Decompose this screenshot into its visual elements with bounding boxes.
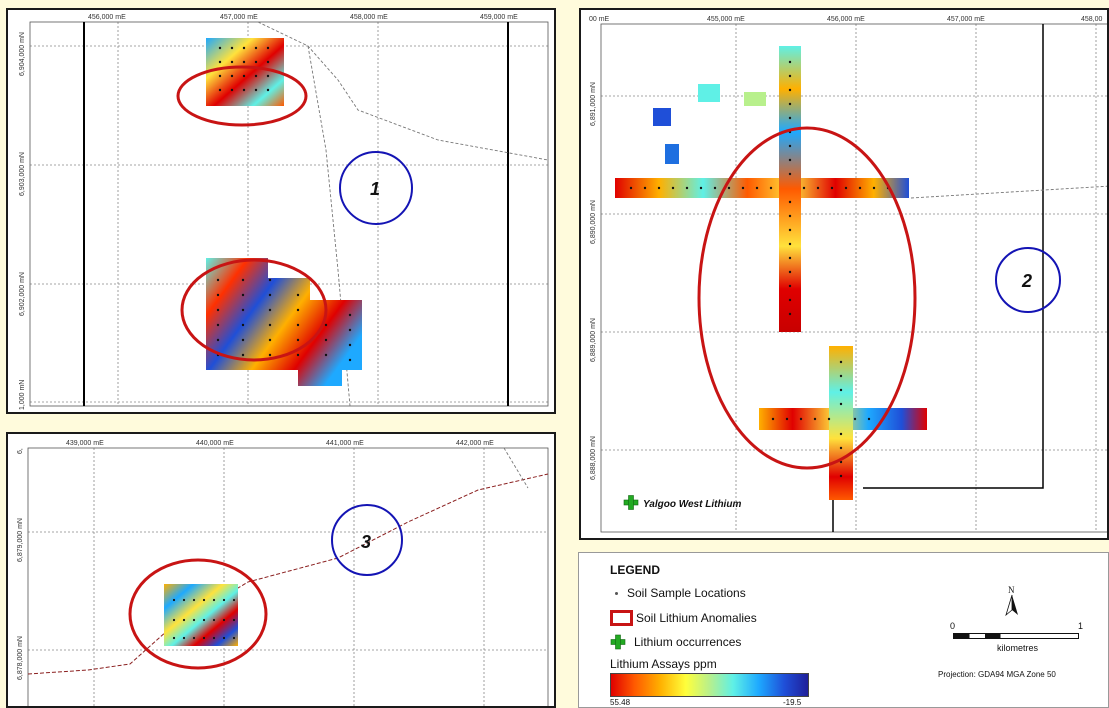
legend-assays-label: Lithium Assays ppm bbox=[610, 657, 717, 671]
easting-label: 457,000 mE bbox=[220, 14, 258, 21]
assay-heatmap bbox=[206, 258, 362, 386]
map-panel-3[interactable]: 3 439,000 mE 440,000 mE 441,000 mE 442,0… bbox=[6, 432, 556, 708]
legend-item-occurrences: Lithium occurrences bbox=[610, 634, 741, 650]
tenement-boundary bbox=[863, 24, 1044, 489]
ramp-min-label: -19.5 bbox=[783, 698, 802, 707]
easting-label: 00 mE bbox=[589, 16, 610, 23]
northing-label: 6,888,000 mN bbox=[590, 436, 597, 480]
track bbox=[910, 185, 1107, 199]
assay-heatmap bbox=[779, 46, 801, 332]
grid-lines bbox=[601, 24, 1107, 532]
assay-heatmap bbox=[698, 84, 720, 102]
easting-label: 457,000 mE bbox=[947, 16, 985, 23]
northing-label: 6,903,000 mN bbox=[19, 152, 26, 196]
track bbox=[307, 45, 351, 407]
target-circle-2[interactable] bbox=[995, 247, 1061, 313]
assay-color-ramp bbox=[610, 673, 809, 697]
lithium-occurrence-icon[interactable] bbox=[623, 495, 639, 510]
northing-label: 6, bbox=[17, 448, 24, 454]
anomaly-ellipse bbox=[176, 65, 308, 127]
track bbox=[27, 473, 549, 675]
northing-label: 6,902,000 mN bbox=[19, 272, 26, 316]
projection-label: Projection: GDA94 MGA Zone 50 bbox=[938, 670, 1056, 679]
assay-heatmap bbox=[829, 346, 853, 500]
scale-end-label: 1 bbox=[1078, 621, 1084, 631]
sample-dot-icon bbox=[615, 591, 618, 595]
target-label-3: 3 bbox=[361, 532, 371, 552]
northing-label: 6,891,000 mN bbox=[590, 82, 597, 126]
easting-label: 440,000 mE bbox=[196, 440, 234, 447]
map-panel-2[interactable]: 2 Yalgoo West Lithium 00 mE 455,000 mE 4… bbox=[579, 8, 1109, 540]
anomaly-ellipse bbox=[128, 558, 268, 670]
target-label-2: 2 bbox=[1021, 271, 1032, 291]
easting-label: 441,000 mE bbox=[326, 440, 364, 447]
target-circle-1[interactable] bbox=[339, 151, 413, 225]
occurrence-label: Yalgoo West Lithium bbox=[643, 499, 741, 510]
legend-item-anomalies: Soil Lithium Anomalies bbox=[610, 610, 757, 626]
target-label-1: 1 bbox=[370, 179, 380, 199]
map-panel-1-canvas: 1 456,000 mE 457,000 mE 458,000 mE 459,0… bbox=[19, 14, 549, 410]
legend-title: LEGEND bbox=[610, 563, 661, 577]
scale-bar: 0 1 kilometres bbox=[950, 621, 1103, 661]
assay-heatmap bbox=[653, 108, 671, 126]
legend-item-soil-samples: Soil Sample Locations bbox=[610, 586, 746, 600]
anomaly-ellipse bbox=[180, 258, 328, 362]
green-cross-icon bbox=[610, 634, 626, 650]
ramp-max-label: 55.48 bbox=[610, 698, 631, 707]
legend-label: Soil Sample Locations bbox=[627, 586, 746, 600]
assay-heatmap bbox=[615, 178, 909, 198]
north-arrow-icon: N bbox=[1005, 585, 1018, 617]
scale-unit-label: kilometres bbox=[997, 643, 1039, 653]
easting-label: 459,000 mE bbox=[480, 14, 518, 21]
northing-label: 1,000 mN bbox=[19, 380, 26, 410]
easting-label: 456,000 mE bbox=[88, 14, 126, 21]
northing-label: 6,879,000 mN bbox=[17, 518, 24, 562]
soil-sample-dots bbox=[172, 598, 236, 640]
scale-start-label: 0 bbox=[950, 621, 956, 631]
easting-label: 439,000 mE bbox=[66, 440, 104, 447]
easting-label: 458,000 mE bbox=[350, 14, 388, 21]
assay-heatmap bbox=[744, 92, 766, 106]
easting-label: 456,000 mE bbox=[827, 16, 865, 23]
assay-heatmap bbox=[206, 38, 284, 106]
svg-text:N: N bbox=[1008, 585, 1015, 595]
northing-label: 6,889,000 mN bbox=[590, 318, 597, 362]
easting-label: 442,000 mE bbox=[456, 440, 494, 447]
soil-sample-dots bbox=[629, 60, 890, 478]
legend-label: Lithium occurrences bbox=[634, 635, 742, 649]
map-panel-1[interactable]: 1 456,000 mE 457,000 mE 458,000 mE 459,0… bbox=[6, 8, 556, 414]
northing-label: 6,878,000 mN bbox=[17, 636, 24, 680]
map-legend: LEGEND Soil Sample Locations Soil Lithiu… bbox=[578, 552, 1109, 708]
grid-lines bbox=[28, 448, 548, 706]
easting-label: 458,00 bbox=[1081, 16, 1103, 23]
track bbox=[503, 447, 529, 489]
northing-label: 6,890,000 mN bbox=[590, 200, 597, 244]
northing-label: 6,904,000 mN bbox=[19, 32, 26, 76]
easting-label: 455,000 mE bbox=[707, 16, 745, 23]
track bbox=[257, 21, 549, 161]
map-panel-3-canvas: 3 439,000 mE 440,000 mE 441,000 mE 442,0… bbox=[17, 440, 549, 706]
assay-heatmap bbox=[164, 584, 238, 646]
map-panel-2-canvas: 2 Yalgoo West Lithium 00 mE 455,000 mE 4… bbox=[589, 16, 1107, 533]
anomaly-ellipse bbox=[697, 126, 917, 470]
assay-heatmap bbox=[665, 144, 679, 164]
anomaly-box-icon bbox=[610, 610, 633, 626]
target-circle-3[interactable] bbox=[331, 504, 403, 576]
legend-label: Soil Lithium Anomalies bbox=[636, 611, 757, 625]
